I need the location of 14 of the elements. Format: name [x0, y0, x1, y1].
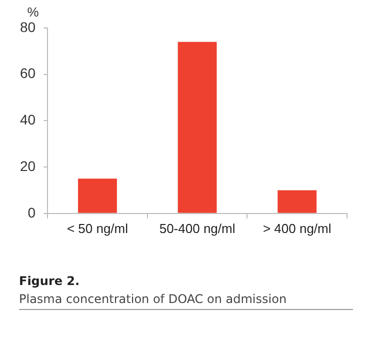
y-tick-label: 60	[20, 65, 36, 82]
bar	[78, 178, 117, 213]
text: Figure 2.	[19, 274, 81, 288]
x-tick-label: < 50 ng/ml	[66, 220, 128, 236]
text: Plasma concentration of DOAC on admission	[19, 292, 288, 306]
x-tick-label: 50-400 ng/ml	[159, 220, 236, 236]
x-tick-label: > 400 ng/ml	[262, 220, 332, 236]
y-tick-label: 0	[28, 204, 36, 220]
y-axis-title: %	[27, 4, 40, 20]
y-tick-label: 40	[20, 112, 36, 128]
y-tick-label: 80	[20, 18, 36, 35]
bar	[278, 190, 317, 213]
y-tick-label: 20	[20, 158, 36, 174]
bar	[178, 42, 217, 213]
